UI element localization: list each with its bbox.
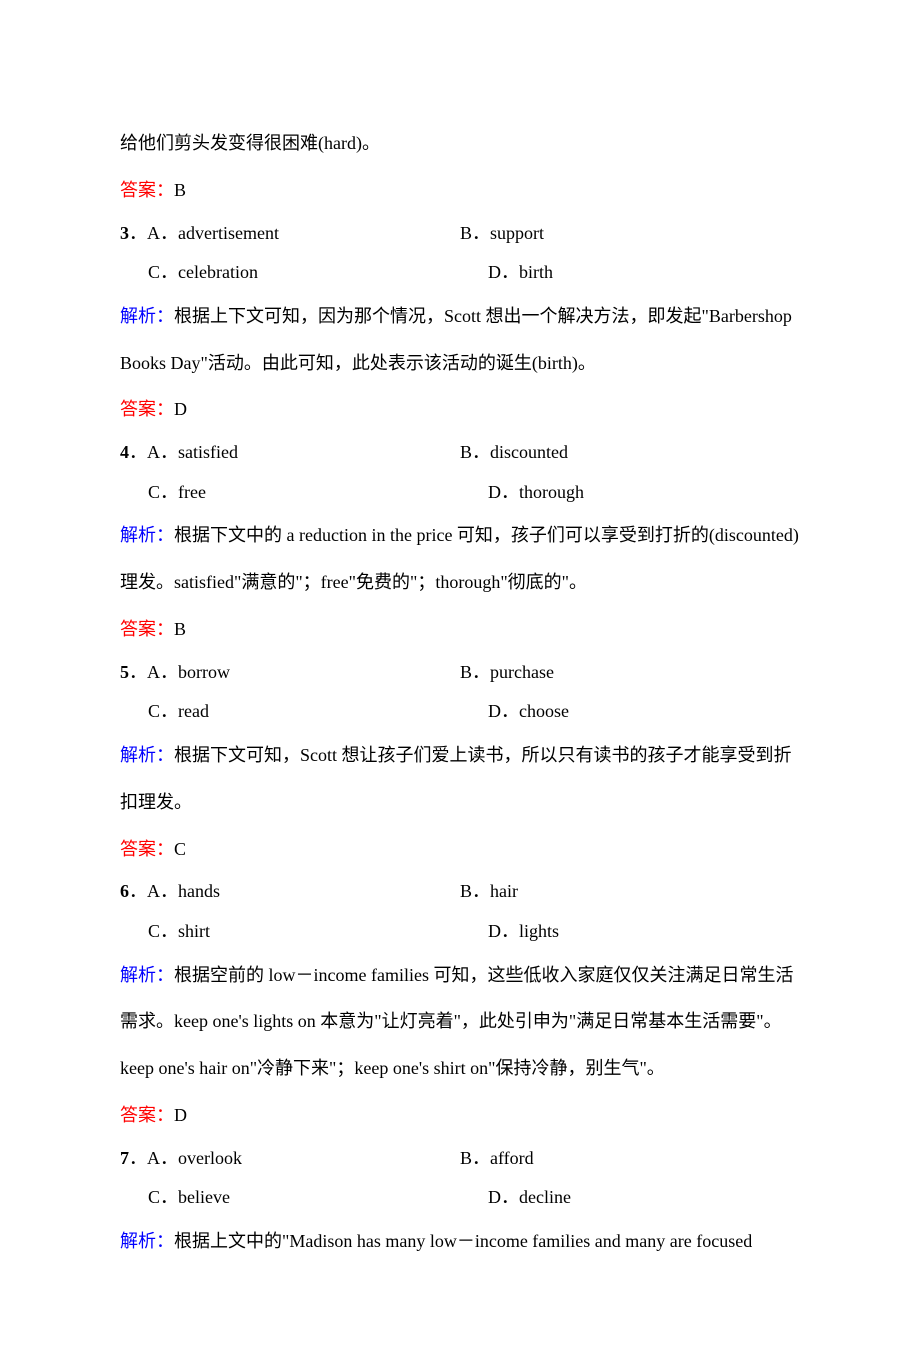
answer-value: B bbox=[174, 180, 186, 200]
explain-text: 根据上文中的"Madison has many low－income famil… bbox=[174, 1231, 752, 1251]
option-a: 3．A．advertisement bbox=[120, 214, 460, 254]
question-options-row: C．celebration D．birth bbox=[120, 253, 800, 293]
explain-line: 解析：根据下文可知，Scott 想让孩子们爱上读书，所以只有读书的孩子才能享受到… bbox=[120, 732, 800, 826]
explain-label: 解析： bbox=[120, 525, 174, 545]
explain-line: 解析：根据上文中的"Madison has many low－income fa… bbox=[120, 1218, 800, 1265]
option-b: B．hair bbox=[460, 872, 800, 912]
answer-label: 答案： bbox=[120, 180, 174, 200]
option-text: A．satisfied bbox=[147, 442, 238, 462]
option-c: C．celebration bbox=[148, 253, 488, 293]
answer-value: C bbox=[174, 839, 186, 859]
answer-line: 答案：B bbox=[120, 606, 800, 653]
option-a: 6．A．hands bbox=[120, 872, 460, 912]
option-text: A．advertisement bbox=[147, 223, 279, 243]
answer-line: 答案：D bbox=[120, 386, 800, 433]
explain-line: 解析：根据下文中的 a reduction in the price 可知，孩子… bbox=[120, 512, 800, 606]
question-options-row: 3．A．advertisement B．support bbox=[120, 214, 800, 254]
option-d: D．thorough bbox=[488, 473, 800, 513]
explain-label: 解析： bbox=[120, 745, 174, 765]
question-options-row: C．shirt D．lights bbox=[120, 912, 800, 952]
explain-label: 解析： bbox=[120, 306, 174, 326]
question-number: 6 bbox=[120, 881, 129, 901]
explain-text: 根据下文可知，Scott 想让孩子们爱上读书，所以只有读书的孩子才能享受到折扣理… bbox=[120, 745, 792, 812]
option-a: 4．A．satisfied bbox=[120, 433, 460, 473]
option-b: B．afford bbox=[460, 1139, 800, 1179]
option-b: B．discounted bbox=[460, 433, 800, 473]
answer-value: D bbox=[174, 1105, 187, 1125]
option-b: B．support bbox=[460, 214, 800, 254]
explain-line: 解析：根据上下文可知，因为那个情况，Scott 想出一个解决方法，即发起"Bar… bbox=[120, 293, 800, 387]
option-a: 5．A．borrow bbox=[120, 653, 460, 693]
option-c: C．free bbox=[148, 473, 488, 513]
option-c: C．believe bbox=[148, 1178, 488, 1218]
answer-label: 答案： bbox=[120, 619, 174, 639]
option-a: 7．A．overlook bbox=[120, 1139, 460, 1179]
answer-value: D bbox=[174, 399, 187, 419]
explain-line: 解析：根据空前的 low－income families 可知，这些低收入家庭仅… bbox=[120, 952, 800, 1092]
question-number: 7 bbox=[120, 1148, 129, 1168]
answer-line-intro: 答案：B bbox=[120, 167, 800, 214]
answer-label: 答案： bbox=[120, 1105, 174, 1125]
question-number: 5 bbox=[120, 662, 129, 682]
answer-value: B bbox=[174, 619, 186, 639]
question-options-row: 6．A．hands B．hair bbox=[120, 872, 800, 912]
explain-label: 解析： bbox=[120, 1231, 174, 1251]
explain-text: 根据空前的 low－income families 可知，这些低收入家庭仅仅关注… bbox=[120, 965, 793, 1079]
explain-text: 根据下文中的 a reduction in the price 可知，孩子们可以… bbox=[120, 525, 799, 592]
option-d: D．decline bbox=[488, 1178, 800, 1218]
option-c: C．shirt bbox=[148, 912, 488, 952]
question-options-row: C．believe D．decline bbox=[120, 1178, 800, 1218]
option-text: A．borrow bbox=[147, 662, 230, 682]
option-d: D．birth bbox=[488, 253, 800, 293]
explain-text: 根据上下文可知，因为那个情况，Scott 想出一个解决方法，即发起"Barber… bbox=[120, 306, 792, 373]
option-b: B．purchase bbox=[460, 653, 800, 693]
intro-text: 给他们剪头发变得很困难(hard)。 bbox=[120, 120, 800, 167]
option-text: A．hands bbox=[147, 881, 220, 901]
question-number: 3 bbox=[120, 223, 129, 243]
option-d: D．lights bbox=[488, 912, 800, 952]
answer-line: 答案：D bbox=[120, 1092, 800, 1139]
question-options-row: 7．A．overlook B．afford bbox=[120, 1139, 800, 1179]
question-options-row: 4．A．satisfied B．discounted bbox=[120, 433, 800, 473]
question-options-row: 5．A．borrow B．purchase bbox=[120, 653, 800, 693]
answer-label: 答案： bbox=[120, 399, 174, 419]
option-text: A．overlook bbox=[147, 1148, 242, 1168]
option-d: D．choose bbox=[488, 692, 800, 732]
question-options-row: C．read D．choose bbox=[120, 692, 800, 732]
question-options-row: C．free D．thorough bbox=[120, 473, 800, 513]
question-number: 4 bbox=[120, 442, 129, 462]
answer-line: 答案：C bbox=[120, 826, 800, 873]
explain-label: 解析： bbox=[120, 965, 174, 985]
answer-label: 答案： bbox=[120, 839, 174, 859]
option-c: C．read bbox=[148, 692, 488, 732]
document-page: 给他们剪头发变得很困难(hard)。 答案：B 3．A．advertisemen… bbox=[0, 0, 920, 1345]
